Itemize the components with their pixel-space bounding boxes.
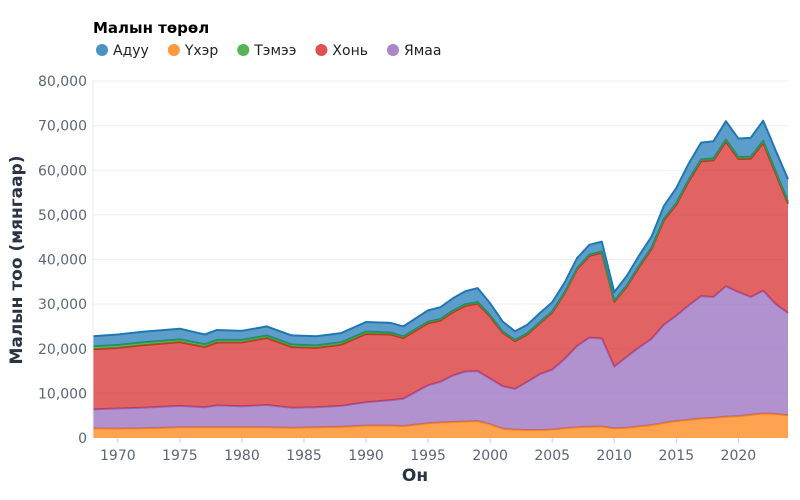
x-tick-label: 2010 — [596, 448, 632, 464]
legend-marker-icon — [315, 44, 328, 56]
x-tick-label: 1985 — [286, 448, 322, 464]
x-axis-title: Он — [402, 466, 428, 486]
x-tick-label: 2000 — [472, 448, 508, 464]
area-Хонь — [93, 141, 788, 410]
x-tick-label: 1995 — [410, 448, 446, 464]
x-tick-label: 1975 — [162, 448, 198, 464]
area-Ямаа — [93, 286, 788, 430]
legend-label: Тэмээ — [253, 43, 296, 59]
legend-item[interactable]: Ямаа — [386, 43, 441, 59]
y-tick-label: 80,000 — [38, 74, 87, 90]
legend-item[interactable]: Тэмээ — [237, 43, 296, 59]
x-axis-ticks: 1970 1975 1980 1985 1990 1995 2000 2005 2010 2015… — [100, 438, 756, 464]
legend-marker-icon — [386, 44, 399, 56]
legend-label: Адуу — [113, 43, 149, 59]
y-tick-label: 50,000 — [38, 208, 87, 224]
x-tick-label: 2020 — [721, 448, 757, 464]
legend-item[interactable]: Хонь — [315, 43, 368, 59]
line-Адуу — [92, 119, 789, 338]
legend-label: Ямаа — [404, 43, 441, 59]
x-tick-label: 2015 — [658, 448, 694, 464]
y-tick-label: 30,000 — [38, 297, 87, 313]
legend-marker-icon — [96, 44, 108, 56]
x-tick-label: 1980 — [224, 448, 260, 464]
y-tick-label: 10,000 — [38, 386, 87, 402]
x-tick-label: 1970 — [100, 448, 136, 464]
x-tick-label: 2005 — [534, 448, 570, 464]
legend-item[interactable]: Адуу — [96, 43, 149, 59]
y-tick-label: 40,000 — [38, 253, 87, 269]
x-tick-label: 1990 — [348, 448, 384, 464]
y-tick-label: 60,000 — [38, 163, 87, 179]
area-layers — [92, 119, 789, 438]
legend-label: Үхэр — [184, 43, 219, 59]
y-axis-ticks: 0 10,000 20,000 30,000 40,000 50,000 60,000 70,… — [38, 74, 87, 447]
area-Адуу — [93, 120, 788, 347]
legend-item[interactable]: Үхэр — [167, 43, 219, 59]
legend-marker-icon — [237, 44, 250, 56]
y-tick-label: 20,000 — [38, 342, 87, 358]
y-tick-label: 70,000 — [38, 119, 87, 135]
legend-label: Хонь — [332, 43, 368, 59]
y-tick-label: 0 — [78, 431, 87, 447]
legend-marker-icon — [167, 44, 180, 56]
legend-title: Малын төрөл — [93, 19, 209, 37]
y-axis-title: Малын тоо (мянгаар) — [7, 155, 27, 364]
area-Үхэр — [93, 413, 788, 438]
legend: Адуу Үхэр Тэмээ Хонь Ямаа — [96, 43, 441, 59]
